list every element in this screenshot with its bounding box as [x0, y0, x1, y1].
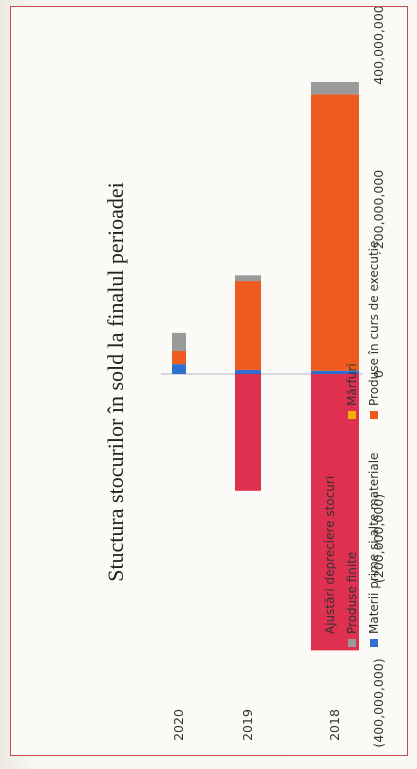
category-label-2020: 2020: [171, 709, 186, 741]
bar-2019-series-2: [235, 275, 261, 282]
x-tick-label: 0: [371, 370, 386, 378]
bar-2020-series-2: [172, 332, 186, 351]
bar-2020-series-0: [172, 364, 186, 374]
bar-2018-series-2: [311, 82, 359, 95]
chart-plot: 2020 2019 2018 (400,000,000) (200,000,000) 0 2…: [161, 7, 386, 748]
x-tick-label: 200,000,000: [371, 170, 386, 250]
x-tick-label: (400,000,000): [371, 658, 386, 747]
chart-frame: Stuctura stocurilor în sold la finalul p…: [10, 6, 408, 756]
bar-2020-series-1: [172, 350, 186, 365]
category-label-2019: 2019: [240, 709, 255, 741]
rotated-chart-area: Stuctura stocurilor în sold la finalul p…: [11, 7, 409, 757]
bar-2019-series-1: [235, 281, 261, 370]
bar-2018-series-0: [311, 370, 359, 374]
x-tick-label: 400,000,000: [371, 7, 386, 85]
x-tick-label: (200,000,000): [371, 494, 386, 583]
bar-2018-series-4: [311, 374, 359, 651]
bar-2019-series-4: [235, 374, 261, 491]
bar-2018-series-1: [311, 94, 359, 371]
bar-2019-series-0: [235, 369, 261, 374]
category-label-2018: 2018: [327, 709, 342, 741]
